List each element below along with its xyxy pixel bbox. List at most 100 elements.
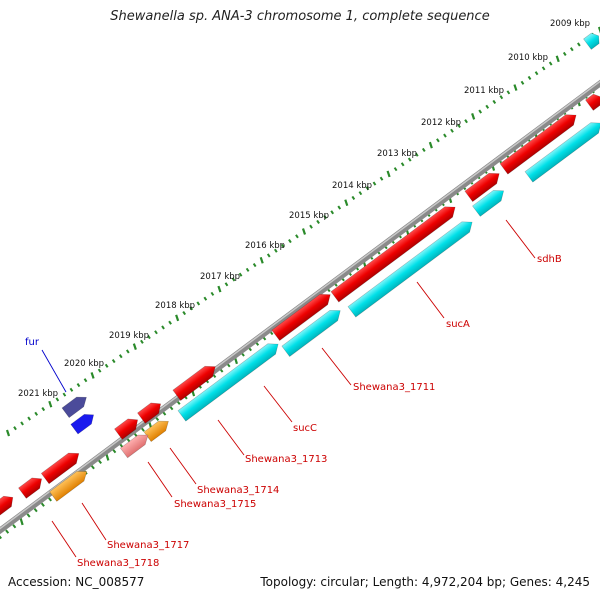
gene-orange	[49, 471, 88, 502]
ruler-label: 2018 kbp	[155, 301, 195, 311]
gene-label[interactable]: Shewana3_1714	[197, 485, 279, 496]
gene-cyan-top	[583, 32, 600, 50]
ruler-tick	[273, 248, 278, 253]
ruler-tick	[386, 170, 391, 178]
ruler-tick	[27, 416, 31, 421]
ruler-tick	[548, 61, 553, 66]
ruler-label: 2009 kbp	[550, 19, 590, 29]
ruler-label: 2017 kbp	[200, 272, 240, 282]
ruler-tick	[330, 210, 335, 215]
ruler-label: 2021 kbp	[18, 389, 58, 399]
ruler-tick	[125, 349, 130, 354]
ruler-tick	[379, 176, 384, 181]
leader-line	[321, 347, 352, 386]
ruler-tick	[147, 334, 151, 340]
ruler-label: 2015 kbp	[289, 211, 329, 221]
ruler-tick	[597, 26, 600, 34]
ruler-tick	[83, 378, 88, 383]
map-title: Shewanella sp. ANA-3 chromosome 1, compl…	[110, 9, 490, 24]
ruler-tick	[534, 71, 539, 76]
ruler-tick	[76, 382, 81, 388]
gene-label[interactable]: fur	[25, 337, 40, 348]
ruler-tick	[126, 438, 131, 443]
ruler-tick	[98, 459, 102, 464]
gene-label[interactable]: Shewana3_1717	[107, 540, 189, 551]
ruler-tick	[252, 263, 257, 268]
ruler-tick	[0, 535, 2, 540]
ruler-tick	[69, 387, 74, 392]
gene-fur-a	[61, 396, 87, 418]
ruler-tick	[182, 311, 187, 316]
ruler-tick	[245, 267, 250, 272]
ruler-tick	[5, 529, 10, 534]
ruler-tick	[337, 205, 342, 210]
ruler-label: 2014 kbp	[332, 181, 372, 191]
ruler-labels: 2009 kbp 2010 kbp 2011 kbp 2012 kbp 2013 kbp…	[18, 19, 590, 399]
ruler-tick	[506, 90, 511, 95]
ruler-tick	[436, 138, 440, 143]
gene-pink	[119, 434, 149, 459]
gene-label[interactable]: sucA	[446, 319, 470, 330]
gene-labels: sdhB sucA Shewana3_1711 sucC Shewana3_1713 Sh…	[25, 254, 562, 569]
ruler-tick	[457, 123, 461, 129]
ruler-tick	[450, 128, 454, 133]
ruler-tick	[323, 215, 327, 220]
gene-sdhB	[464, 172, 500, 202]
ruler-tick	[104, 363, 109, 368]
ruler-tick	[203, 296, 208, 301]
ruler-tick	[168, 320, 172, 325]
gene-Shewana3-1717	[40, 452, 80, 485]
ruler-tick	[316, 219, 320, 224]
ruler-tick	[154, 330, 158, 335]
ruler-tick	[555, 55, 560, 63]
accession-text: Accession: NC_008577	[8, 575, 145, 589]
ruler-label: 2020 kbp	[64, 359, 104, 369]
ruler-tick	[140, 339, 144, 344]
ruler-label: 2019 kbp	[109, 331, 149, 341]
ruler-tick	[259, 256, 264, 264]
ruler-tick	[161, 325, 165, 330]
ruler-tick	[471, 113, 476, 120]
ruler-tick	[97, 368, 102, 373]
chromosome-backbone	[0, 79, 600, 535]
ruler-tick	[520, 80, 525, 85]
gene-Shewana3-1713	[137, 402, 161, 424]
gene-label[interactable]: Shewana3_1713	[245, 454, 327, 465]
ruler-tick	[119, 443, 124, 448]
ruler-tick	[421, 147, 426, 152]
gene-label[interactable]: Shewana3_1711	[353, 382, 435, 393]
ruler-tick	[5, 429, 11, 437]
gene-label[interactable]: sucC	[293, 423, 317, 434]
ruler-tick	[33, 508, 38, 513]
ruler-tick	[351, 195, 356, 200]
gene-cyan-d	[281, 309, 341, 357]
ruler-tick	[140, 427, 145, 432]
gene-Shewana3-1718	[18, 477, 42, 499]
gene-label[interactable]: Shewana3_1715	[174, 499, 256, 510]
backbone-highlight	[0, 80, 600, 530]
ruler-tick	[344, 199, 349, 207]
leader-line	[147, 461, 173, 498]
leader-line	[81, 502, 107, 541]
ruler-tick	[464, 119, 468, 124]
gene-cyan-b	[472, 190, 505, 217]
leader-line	[51, 520, 77, 558]
ruler-tick	[34, 411, 39, 416]
gene-label[interactable]: sdhB	[537, 254, 562, 265]
leader-line	[263, 385, 293, 423]
ruler-tick	[55, 397, 60, 402]
gene-left-edge	[0, 495, 14, 517]
ruler-tick	[175, 314, 180, 322]
ruler-tick	[400, 162, 405, 167]
ruler-label: 2016 kbp	[245, 241, 285, 251]
gene-label[interactable]: Shewana3_1718	[77, 558, 159, 569]
gene-Shewana3-1715	[143, 420, 169, 442]
ruler-tick	[295, 234, 299, 239]
ruler-tick	[41, 406, 46, 412]
ruler-tick	[40, 502, 45, 507]
gene-fur	[70, 414, 94, 435]
ruler-tick	[48, 400, 53, 408]
leader-line	[416, 281, 445, 319]
ruler-label: 2013 kbp	[377, 149, 417, 159]
ruler-tick	[577, 42, 581, 47]
